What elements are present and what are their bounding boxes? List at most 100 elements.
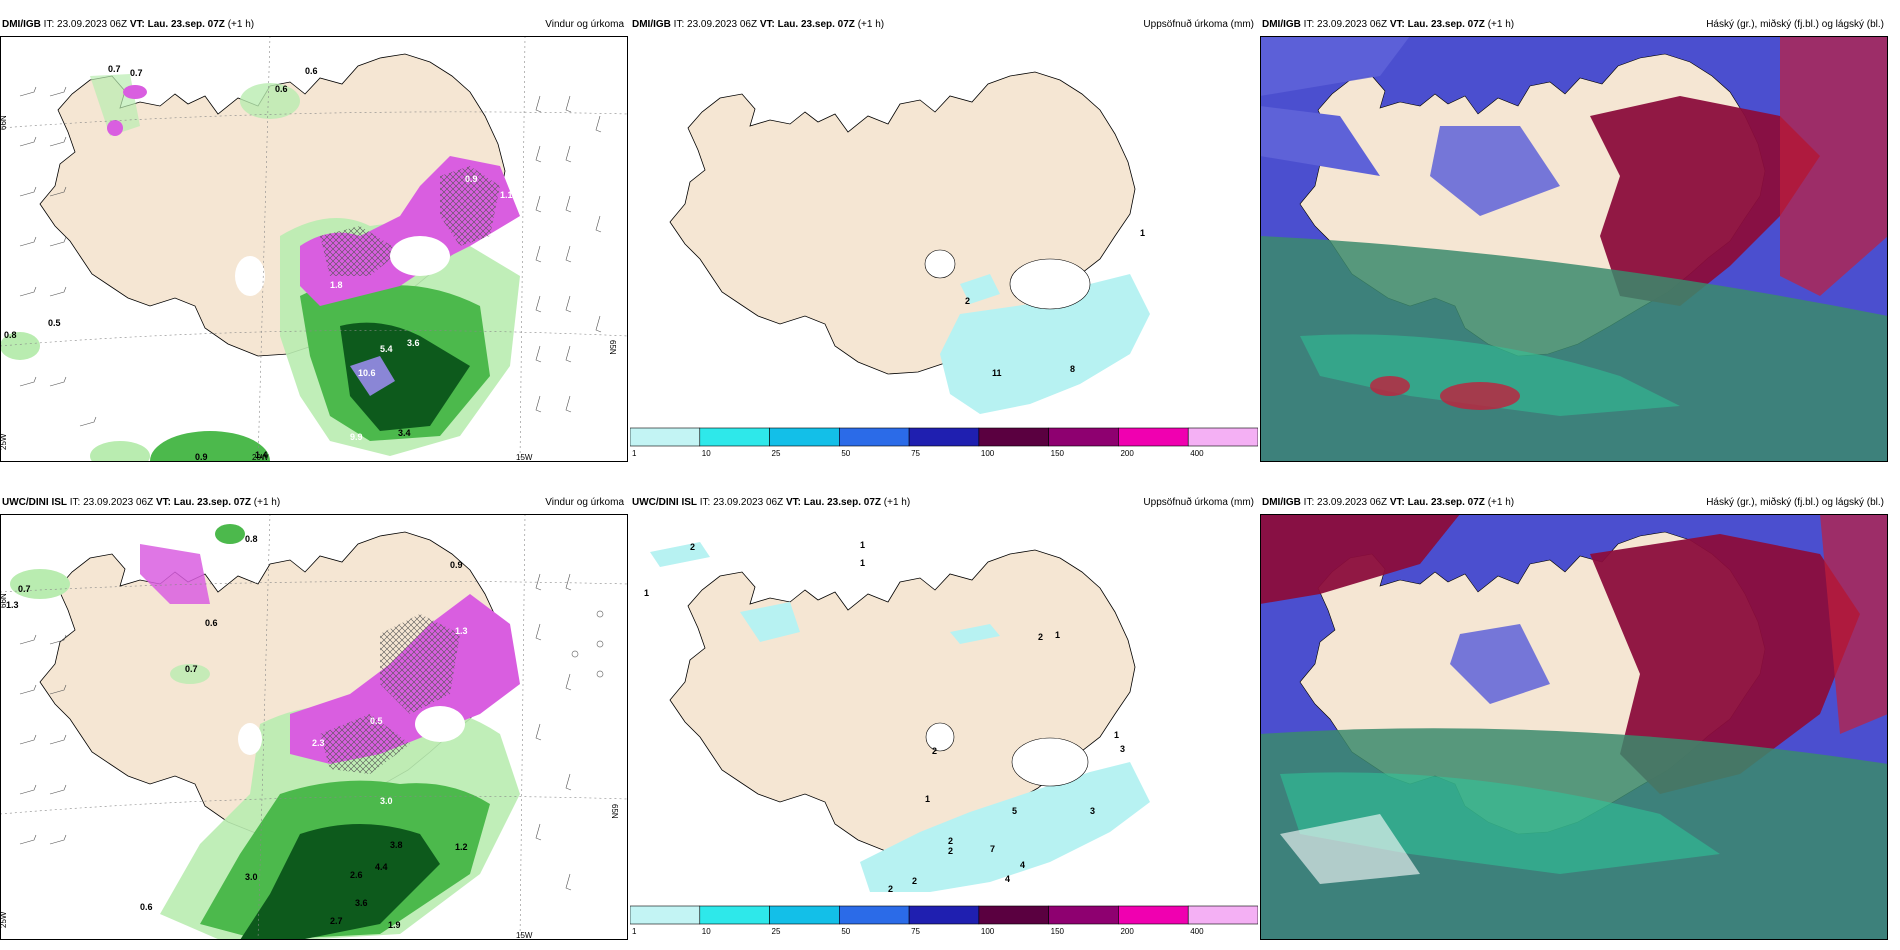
svg-text:2: 2: [948, 846, 953, 856]
svg-text:4: 4: [1005, 874, 1010, 884]
svg-text:0.9: 0.9: [450, 560, 463, 570]
svg-text:1.4: 1.4: [255, 450, 268, 460]
colorbar-swatch: [839, 427, 910, 447]
svg-text:10.6: 10.6: [358, 368, 376, 378]
panel-header: DMI/IGB IT: 23.09.2023 06Z VT: Lau. 23.s…: [632, 19, 1254, 30]
panel-header: DMI/IGB IT: 23.09.2023 06Z VT: Lau. 23.s…: [2, 19, 624, 30]
svg-text:3.8: 3.8: [390, 840, 403, 850]
svg-text:4.4: 4.4: [375, 862, 388, 872]
colorbar-tick-label: 25: [772, 449, 781, 458]
svg-text:65N: 65N: [608, 340, 617, 355]
svg-text:2: 2: [948, 836, 953, 846]
svg-text:2.3: 2.3: [312, 738, 325, 748]
svg-text:20W: 20W: [252, 453, 269, 462]
svg-text:4: 4: [1020, 860, 1025, 870]
colorbar-swatch: [630, 427, 701, 447]
cloud-map: [1260, 514, 1888, 940]
colorbar-tick-label: 200: [1120, 449, 1134, 458]
svg-text:5: 5: [1012, 806, 1017, 816]
svg-text:3.0: 3.0: [380, 796, 393, 806]
svg-text:0.5: 0.5: [370, 716, 383, 726]
svg-text:0.9: 0.9: [195, 452, 208, 462]
panel-uwc-clouds: DMI/IGB IT: 23.09.2023 06Z VT: Lau. 23.s…: [1260, 492, 1888, 940]
svg-text:0.6: 0.6: [140, 902, 153, 912]
grid-lines: [0, 36, 628, 462]
svg-text:1: 1: [925, 794, 930, 804]
colorbar-swatch: [1048, 905, 1119, 925]
svg-text:0.9: 0.9: [465, 174, 478, 184]
svg-text:2.7: 2.7: [330, 916, 343, 926]
wind-precip-map: 0.8 0.7 1.3 0.6 0.7 0.9 1.3 0.5 2.3 3.0 …: [0, 514, 628, 940]
svg-text:15W: 15W: [516, 931, 533, 940]
precip-colorbar: 1 10 25 50 75 100 150 200 400: [630, 426, 1258, 462]
colorbar-tick-label: 150: [1051, 927, 1065, 936]
colorbar-swatch: [839, 905, 910, 925]
colorbar-tick-label: 50: [841, 449, 850, 458]
colorbar-swatch: [978, 905, 1049, 925]
grid-lines: [0, 514, 628, 940]
precip-labels: 0.8 0.7 1.3 0.6 0.7 0.9 1.3 0.5 2.3 3.0 …: [6, 534, 468, 930]
svg-text:1: 1: [860, 558, 865, 568]
svg-text:0.7: 0.7: [18, 584, 31, 594]
colorbar-swatch: [699, 905, 770, 925]
svg-text:0.8: 0.8: [245, 534, 258, 544]
colorbar-tick-label: 75: [911, 449, 920, 458]
precip-labels: 0.7 0.6 0.7 0.6 0.9 1.1 0.8 0.5 1.8 5.4 …: [4, 64, 513, 462]
colorbar-swatch: [769, 427, 840, 447]
wind-precip-map: 0.7 0.6 0.7 0.6 0.9 1.1 0.8 0.5 1.8 5.4 …: [0, 36, 628, 462]
accum-field: [650, 542, 1150, 892]
panel-dmi-accum-precip: DMI/IGB IT: 23.09.2023 06Z VT: Lau. 23.s…: [630, 14, 1258, 462]
svg-text:3.4: 3.4: [398, 428, 411, 438]
colorbar-tick-label: 150: [1051, 449, 1065, 458]
svg-text:0.5: 0.5: [48, 318, 61, 328]
precip-colorbar: 1 10 25 50 75 100 150 200 400: [630, 904, 1258, 940]
colorbar-tick-label: 400: [1190, 927, 1204, 936]
svg-text:0.7: 0.7: [108, 64, 121, 74]
svg-text:2: 2: [690, 542, 695, 552]
colorbar-swatch: [1187, 427, 1258, 447]
svg-text:7: 7: [990, 844, 995, 854]
svg-text:3: 3: [1120, 744, 1125, 754]
panel-dmi-clouds: DMI/IGB IT: 23.09.2023 06Z VT: Lau. 23.s…: [1260, 14, 1888, 462]
colorbar-tick-label: 1: [632, 927, 637, 936]
accum-precip-map: 2 11 8 10 3 1: [630, 36, 1258, 446]
svg-text:1.1: 1.1: [500, 190, 513, 200]
svg-text:1.8: 1.8: [330, 280, 343, 290]
svg-text:1: 1: [644, 588, 649, 598]
svg-text:1.3: 1.3: [6, 600, 19, 610]
svg-text:2: 2: [912, 876, 917, 886]
svg-text:3: 3: [1090, 806, 1095, 816]
precip-field: [10, 524, 520, 940]
colorbar-tick-label: 400: [1190, 449, 1204, 458]
svg-text:3.6: 3.6: [407, 338, 420, 348]
colorbar-tick-label: 75: [911, 927, 920, 936]
svg-text:8: 8: [1070, 364, 1075, 374]
panel-header: DMI/IGB IT: 23.09.2023 06Z VT: Lau. 23.s…: [1262, 497, 1884, 508]
colorbar-swatch: [1187, 905, 1258, 925]
svg-text:2: 2: [965, 296, 970, 306]
colorbar-tick-label: 10: [702, 449, 711, 458]
svg-text:0.7: 0.7: [185, 664, 198, 674]
panel-uwc-accum-precip: UWC/DINI ISL IT: 23.09.2023 06Z VT: Lau.…: [630, 492, 1258, 940]
wind-barbs: [19, 86, 602, 427]
colorbar-swatch: [769, 905, 840, 925]
precip-field: [0, 74, 520, 462]
panel-header: UWC/DINI ISL IT: 23.09.2023 06Z VT: Lau.…: [632, 497, 1254, 508]
panel-dmi-wind-precip: DMI/IGB IT: 23.09.2023 06Z VT: Lau. 23.s…: [0, 14, 628, 462]
colorbar-tick-label: 10: [702, 927, 711, 936]
panel-header: UWC/DINI ISL IT: 23.09.2023 06Z VT: Lau.…: [2, 497, 624, 508]
colorbar-swatch: [1048, 427, 1119, 447]
colorbar-tick-label: 200: [1120, 927, 1134, 936]
svg-text:65N: 65N: [610, 804, 619, 819]
accum-field: [924, 249, 1150, 414]
svg-text:15W: 15W: [516, 453, 533, 462]
wind-barbs: [19, 573, 572, 891]
svg-text:1.2: 1.2: [455, 842, 468, 852]
svg-text:2: 2: [888, 884, 893, 894]
svg-text:1.3: 1.3: [455, 626, 468, 636]
svg-text:3.6: 3.6: [355, 898, 368, 908]
svg-text:66N: 66N: [0, 115, 8, 130]
svg-text:66N: 66N: [0, 593, 8, 608]
calm-circles: [571, 610, 604, 678]
svg-text:25W: 25W: [0, 911, 8, 928]
